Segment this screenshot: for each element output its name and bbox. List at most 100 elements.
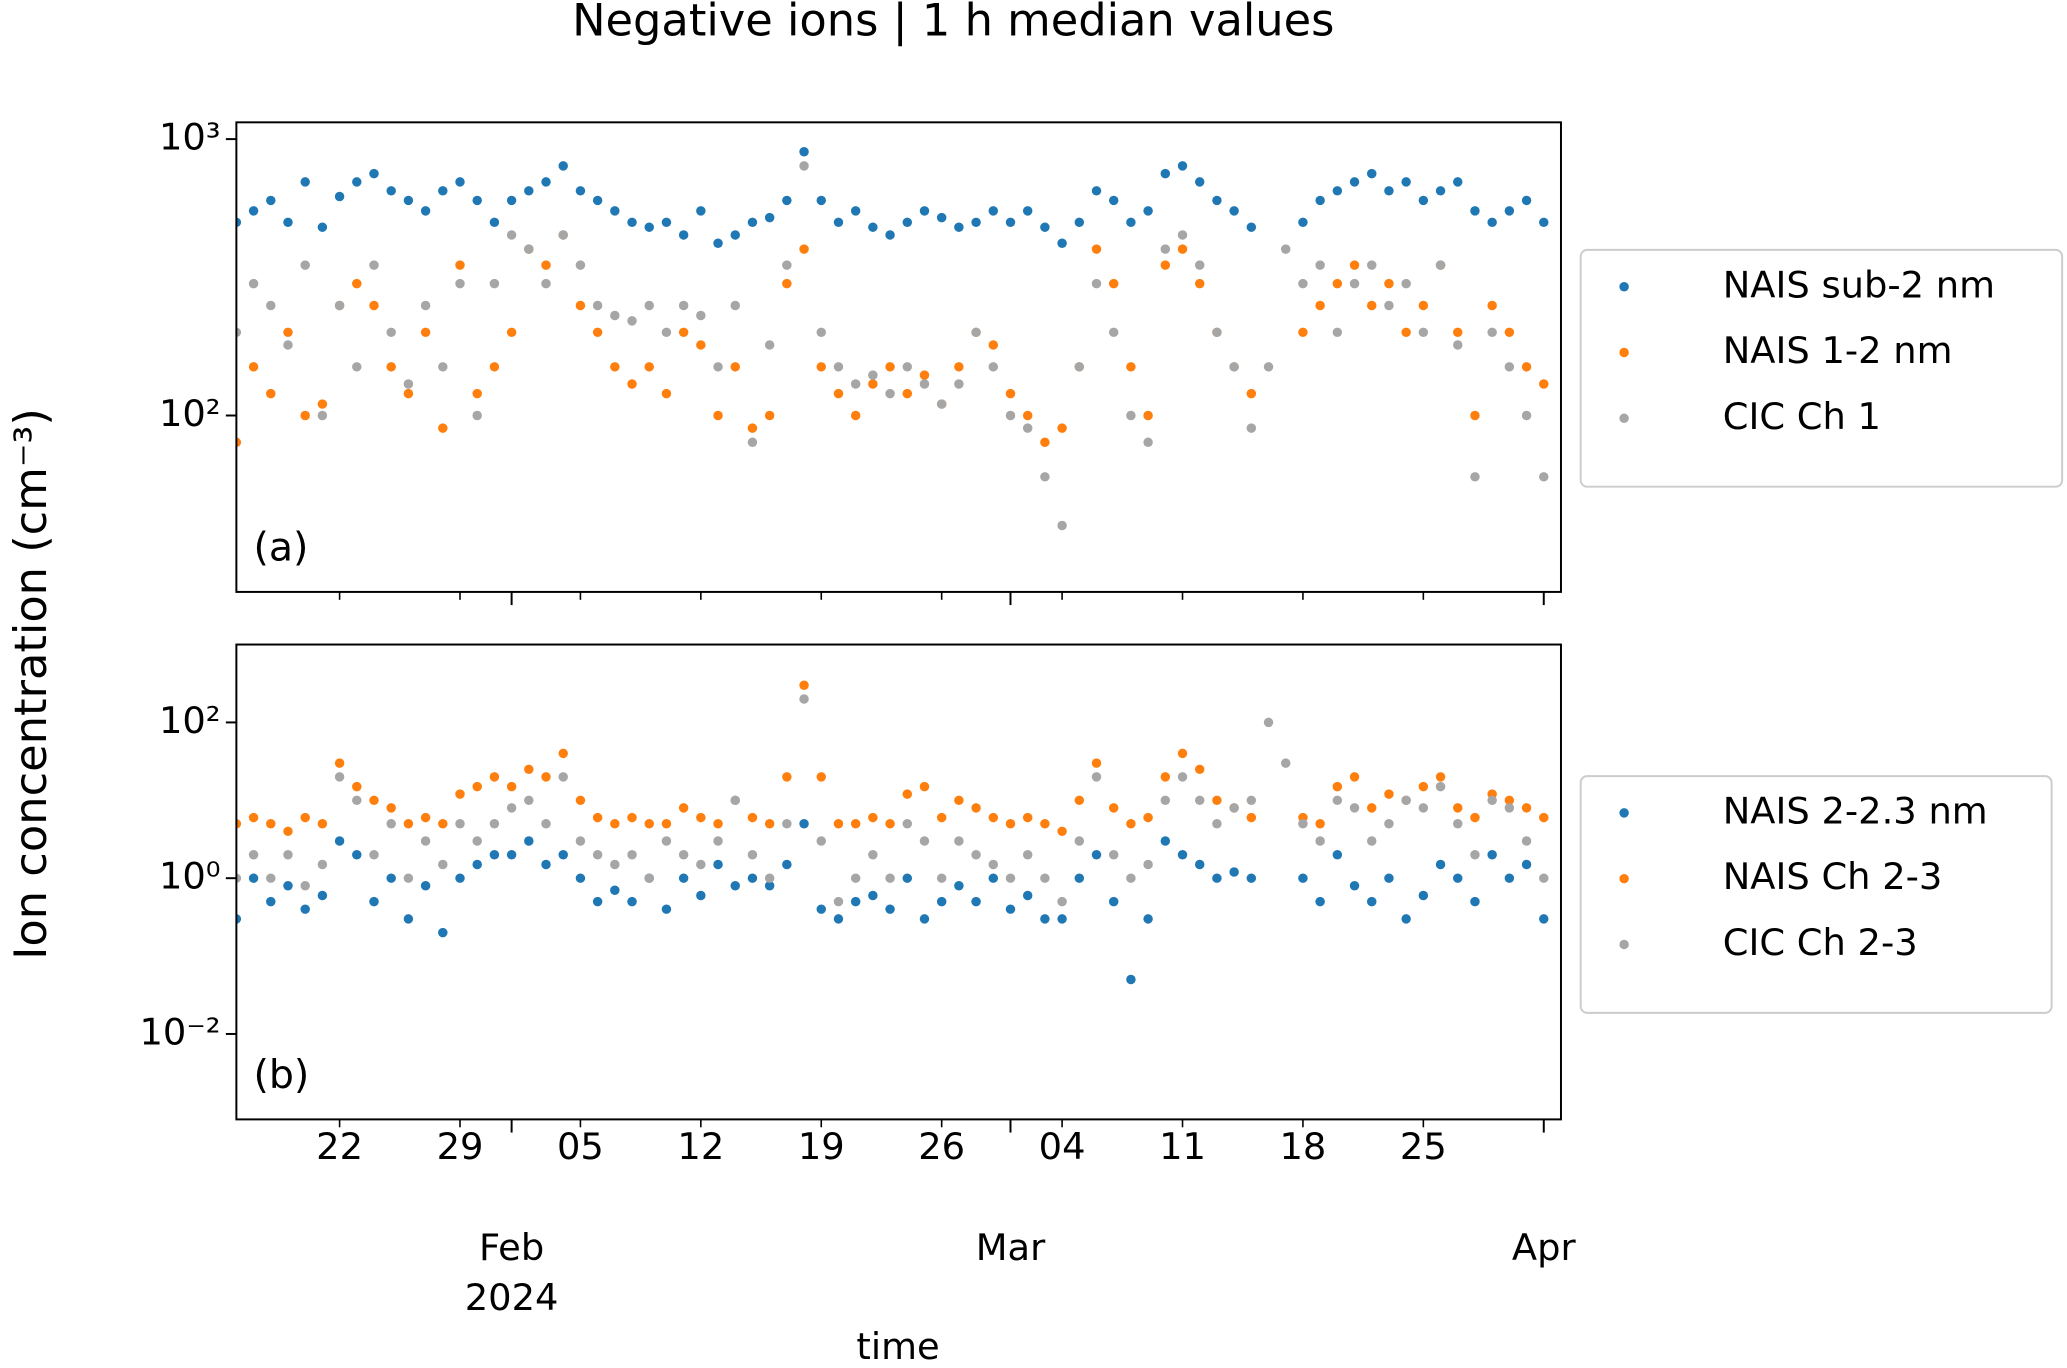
point [403, 388, 414, 399]
point [747, 423, 758, 433]
point [1401, 327, 1411, 338]
legend-box [1579, 775, 2053, 1014]
point [1349, 772, 1360, 782]
point [1143, 812, 1153, 823]
point [661, 836, 672, 846]
point [1005, 217, 1016, 228]
point [506, 781, 517, 792]
point [1521, 836, 1532, 846]
point [610, 206, 620, 216]
point [971, 850, 981, 860]
point [610, 885, 620, 895]
point [868, 379, 878, 389]
point [317, 859, 328, 870]
point [730, 362, 740, 372]
point [317, 222, 328, 232]
point [369, 300, 379, 311]
point [1091, 850, 1102, 860]
point [317, 890, 328, 901]
point [713, 410, 723, 421]
point [386, 362, 396, 372]
point [248, 873, 259, 883]
point [300, 410, 310, 421]
point [1315, 896, 1325, 907]
point [506, 327, 517, 338]
plot-frame [235, 121, 1562, 593]
x-major-label: Mar [976, 1226, 1046, 1269]
point [1401, 795, 1411, 806]
points [236, 147, 1549, 531]
point [472, 859, 482, 870]
point [455, 789, 465, 799]
point [420, 812, 431, 823]
point [369, 850, 379, 860]
point [610, 362, 620, 372]
point [300, 881, 310, 891]
point [506, 803, 517, 813]
point [386, 327, 396, 338]
point [919, 206, 930, 216]
point [455, 873, 465, 883]
point [438, 423, 448, 433]
x-axis-label: time [856, 1325, 939, 1368]
y-tick-label: 10⁰ [159, 855, 221, 898]
point [489, 362, 500, 372]
point [713, 859, 723, 870]
point [1315, 836, 1325, 846]
point [610, 310, 620, 321]
point [472, 195, 482, 206]
x-tick-label: 29 [437, 1125, 484, 1168]
point [541, 260, 551, 270]
point [403, 379, 414, 389]
point [782, 195, 792, 206]
point [1108, 195, 1119, 206]
point [936, 812, 947, 823]
point [1435, 186, 1446, 196]
point [1453, 327, 1463, 338]
point [283, 340, 293, 350]
point [799, 694, 809, 704]
point [1126, 873, 1136, 883]
point [988, 362, 999, 372]
point [799, 147, 809, 157]
point [438, 819, 448, 829]
point [1263, 362, 1274, 372]
point [902, 873, 913, 883]
point [833, 217, 844, 228]
point [696, 859, 706, 870]
point [575, 260, 586, 270]
point [764, 873, 775, 883]
point [1384, 300, 1394, 311]
x-tick-label: 18 [1279, 1125, 1326, 1168]
point [1470, 410, 1480, 421]
point [472, 781, 482, 792]
point [592, 195, 603, 206]
point [1349, 803, 1360, 813]
point [971, 217, 981, 228]
point [816, 772, 826, 782]
point [1349, 881, 1360, 891]
point [885, 230, 895, 240]
point [266, 819, 276, 829]
point [1194, 764, 1205, 775]
point [954, 379, 964, 389]
point [1177, 230, 1188, 240]
point [1487, 327, 1497, 338]
point [1057, 826, 1067, 837]
points [236, 680, 1549, 985]
point [1246, 795, 1257, 806]
point [678, 873, 689, 883]
point [782, 278, 792, 289]
point [1194, 177, 1205, 187]
point [747, 812, 758, 823]
point [833, 388, 844, 399]
x-tick-label: 19 [798, 1125, 845, 1168]
point [1143, 914, 1153, 924]
point [1246, 388, 1257, 399]
point [730, 230, 740, 240]
point [386, 803, 396, 813]
point [1194, 278, 1205, 289]
point [971, 896, 981, 907]
point [575, 873, 586, 883]
